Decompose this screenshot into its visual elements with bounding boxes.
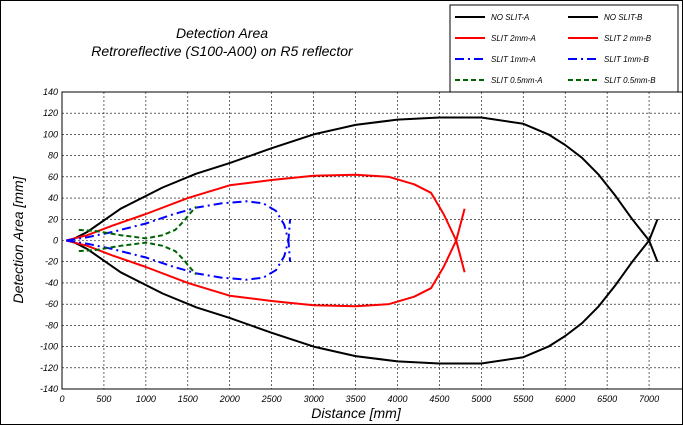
x-tick-label: 4500 bbox=[429, 394, 449, 404]
chart-subtitle: Retroreflective (S100-A00) on R5 reflect… bbox=[91, 43, 354, 59]
series-line-3 bbox=[66, 209, 464, 307]
x-tick-label: 1500 bbox=[178, 394, 198, 404]
legend-label: SLIT 2 mm-B bbox=[604, 34, 652, 43]
y-tick-label: 20 bbox=[47, 214, 58, 224]
chart-title: Detection Area bbox=[176, 25, 268, 41]
y-tick-label: -60 bbox=[45, 299, 58, 309]
series-line-6 bbox=[79, 207, 196, 239]
x-tick-label: 2000 bbox=[219, 394, 240, 404]
x-tick-label: 1000 bbox=[136, 394, 156, 404]
x-tick-label: 0 bbox=[59, 394, 64, 404]
y-tick-label: -80 bbox=[45, 320, 58, 330]
series-line-1 bbox=[70, 219, 657, 363]
gridlines bbox=[62, 92, 683, 389]
y-tick-label: 0 bbox=[53, 236, 58, 246]
series-line-0 bbox=[70, 118, 657, 262]
y-tick-label: -20 bbox=[45, 257, 58, 267]
y-tick-label: 120 bbox=[43, 108, 58, 118]
y-tick-label: -100 bbox=[40, 342, 58, 352]
x-tick-label: 3000 bbox=[304, 394, 324, 404]
legend-label: NO SLIT-A bbox=[491, 13, 529, 22]
x-tick-label: 6000 bbox=[555, 394, 575, 404]
legend-label: SLIT 1mm-A bbox=[491, 55, 536, 64]
y-tick-label: 60 bbox=[48, 172, 58, 182]
legend: NO SLIT-A NO SLIT-B SLIT 2mm-A SLIT 2 mm-B S… bbox=[450, 5, 678, 92]
legend-label: SLIT 2mm-A bbox=[491, 34, 536, 43]
y-tick-label: 80 bbox=[48, 151, 58, 161]
x-tick-label: 2500 bbox=[261, 394, 282, 404]
y-tick-label: 100 bbox=[43, 129, 58, 139]
legend-label: SLIT 0.5mm-A bbox=[491, 76, 543, 85]
y-tick-label: -120 bbox=[40, 363, 58, 373]
series-line-7 bbox=[79, 243, 196, 275]
legend-label: NO SLIT-B bbox=[604, 13, 643, 22]
y-axis-label: Detection Area [mm] bbox=[10, 175, 26, 303]
series-line-2 bbox=[66, 175, 464, 273]
y-tick-label: 40 bbox=[48, 193, 58, 203]
x-tick-label: 3500 bbox=[346, 394, 366, 404]
x-tick-label: 6500 bbox=[597, 394, 617, 404]
x-tick-label: 4000 bbox=[387, 394, 407, 404]
y-tick-label: -40 bbox=[45, 278, 58, 288]
y-tick-label: 140 bbox=[43, 87, 58, 97]
x-tick-label: 5500 bbox=[513, 394, 533, 404]
x-tick-label: 7000 bbox=[639, 394, 659, 404]
y-tick-label: -140 bbox=[40, 384, 58, 394]
x-axis-label: Distance [mm] bbox=[311, 405, 402, 421]
x-tick-label: 500 bbox=[96, 394, 111, 404]
legend-label: SLIT 1mm-B bbox=[604, 55, 650, 64]
x-tick-label: 5000 bbox=[471, 394, 491, 404]
legend-label: SLIT 0.5mm-B bbox=[604, 76, 656, 85]
series-line-5 bbox=[66, 219, 290, 279]
